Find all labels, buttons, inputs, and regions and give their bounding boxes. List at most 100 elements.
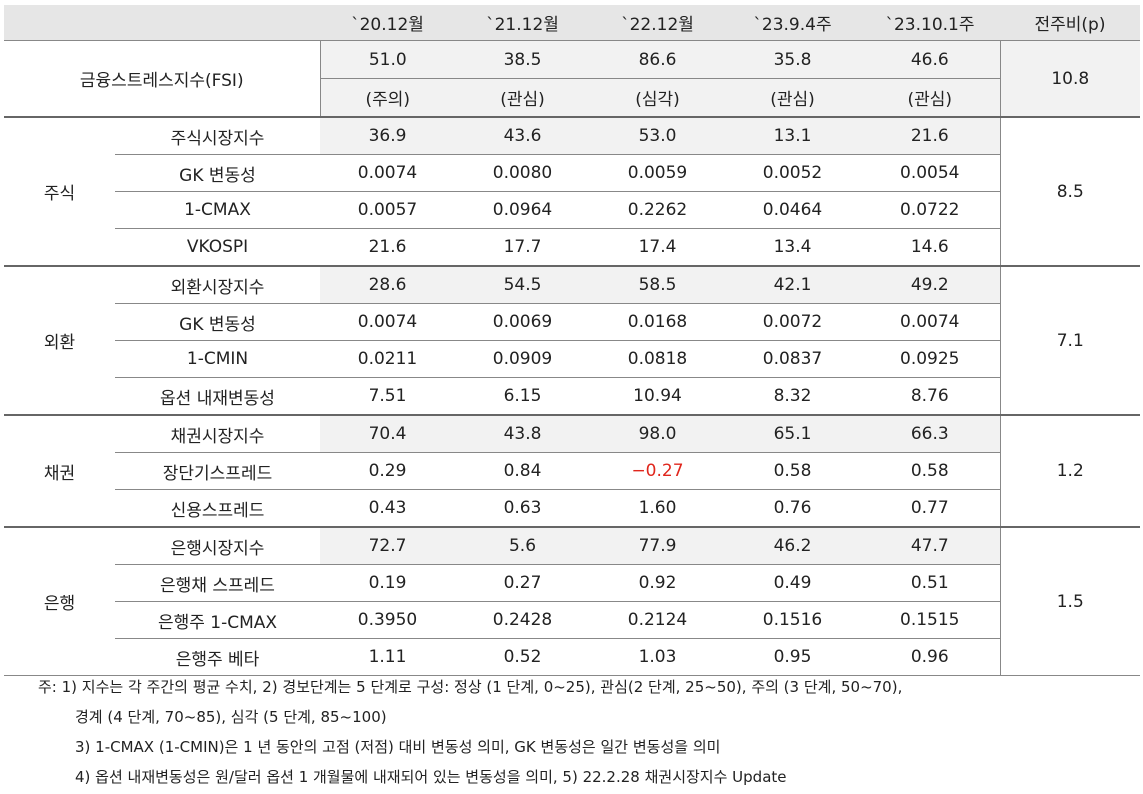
- value-cell: 1.60: [590, 489, 725, 528]
- group-label: 채권: [4, 414, 115, 528]
- value-cell: 54.5: [455, 265, 590, 304]
- value-cell: 0.58: [860, 452, 1000, 490]
- fsi-row: 금융스트레스지수(FSI) 51.0 38.5 86.6 35.8 46.6 10.8: [4, 40, 1140, 118]
- column-header: `20.12월: [320, 5, 455, 41]
- value-cell: −0.27: [590, 452, 725, 490]
- value-cell: 0.0069: [455, 303, 590, 341]
- group-label: 외환: [4, 265, 115, 416]
- value-cell: 13.1: [725, 116, 860, 155]
- value-cell: 0.1516: [725, 601, 860, 639]
- value-cell: 0.0211: [320, 340, 455, 378]
- value-cell: 0.3950: [320, 601, 455, 639]
- value-cell: 1.11: [320, 638, 455, 676]
- value-cell: 14.6: [860, 228, 1000, 267]
- value-cell: 0.0722: [860, 191, 1000, 229]
- table-row: VKOSPI 21.6 17.7 17.4 13.4 14.6: [4, 228, 1140, 267]
- value-cell: 0.1515: [860, 601, 1000, 639]
- group-label: 은행: [4, 526, 115, 676]
- value-cell: 21.6: [860, 116, 1000, 155]
- value-cell: 0.0074: [860, 303, 1000, 341]
- value-cell: 17.7: [455, 228, 590, 267]
- table-row: 옵션 내재변동성 7.51 6.15 10.94 8.32 8.76: [4, 377, 1140, 416]
- row-label: 외환시장지수: [115, 265, 320, 304]
- header-row: `20.12월 `21.12월 `22.12월 `23.9.4주 `23.10.1주 전주…: [4, 5, 1140, 41]
- value-cell: 58.5: [590, 265, 725, 304]
- value-cell: 0.0054: [860, 154, 1000, 192]
- grade-cell: (심각): [590, 78, 725, 118]
- row-label: GK 변동성: [115, 303, 320, 341]
- value-cell: 0.0464: [725, 191, 860, 229]
- grade-cell: (주의): [320, 78, 455, 118]
- column-header: `23.9.4주: [725, 5, 860, 41]
- change-cell: 7.1: [999, 265, 1140, 416]
- table-row: 장단기스프레드 0.29 0.84 −0.27 0.58 0.58: [4, 452, 1140, 490]
- value-cell: 0.92: [590, 564, 725, 602]
- change-cell: 1.2: [999, 414, 1140, 528]
- note-line: 주: 1) 지수는 각 주간의 평균 수치, 2) 경보단계는 5 단계로 구성…: [38, 678, 903, 696]
- note-line: 4) 옵션 내재변동성은 원/달러 옵션 1 개월물에 내재되어 있는 변동성을…: [75, 768, 787, 786]
- table-row: 외환 외환시장지수 28.6 54.5 58.5 42.1 49.2 7.1: [4, 265, 1140, 416]
- value-cell: 8.76: [860, 377, 1000, 416]
- value-cell: 13.4: [725, 228, 860, 267]
- notes: 주: 1) 지수는 각 주간의 평균 수치, 2) 경보단계는 5 단계로 구성…: [38, 672, 902, 792]
- value-cell: 0.95: [725, 638, 860, 676]
- table-row: GK 변동성 0.0074 0.0069 0.0168 0.0072 0.0074: [4, 303, 1140, 341]
- value-cell: 0.77: [860, 489, 1000, 528]
- value-cell: 0.0074: [320, 303, 455, 341]
- row-label: 장단기스프레드: [115, 452, 320, 490]
- value-cell: 21.6: [320, 228, 455, 267]
- row-label: 1-CMIN: [115, 340, 320, 378]
- note-line: 3) 1-CMAX (1-CMIN)은 1 년 동안의 고점 (저점) 대비 변…: [75, 738, 721, 756]
- value-cell: 0.0072: [725, 303, 860, 341]
- value-cell: 46.6: [860, 40, 1000, 79]
- value-cell: 43.8: [455, 414, 590, 453]
- row-label: 옵션 내재변동성: [115, 377, 320, 416]
- value-cell: 0.29: [320, 452, 455, 490]
- value-cell: 0.27: [455, 564, 590, 602]
- value-cell: 8.32: [725, 377, 860, 416]
- grade-cell: (관심): [725, 78, 860, 118]
- row-label: 금융스트레스지수(FSI): [4, 40, 321, 118]
- value-cell: 7.51: [320, 377, 455, 416]
- value-cell: 43.6: [455, 116, 590, 155]
- value-cell: 0.76: [725, 489, 860, 528]
- value-cell: 0.49: [725, 564, 860, 602]
- value-cell: 0.2124: [590, 601, 725, 639]
- column-header: 전주비(p): [1000, 5, 1140, 41]
- column-header: `21.12월: [455, 5, 590, 41]
- table-row: 주식 주식시장지수 36.9 43.6 53.0 13.1 21.6 8.5: [4, 116, 1140, 267]
- row-label: 채권시장지수: [115, 414, 320, 453]
- table-row: 채권 채권시장지수 70.4 43.8 98.0 65.1 66.3 1.2: [4, 414, 1140, 528]
- grade-cell: (관심): [455, 78, 590, 118]
- value-cell: 65.1: [725, 414, 860, 453]
- row-label: 신용스프레드: [115, 489, 320, 528]
- value-cell: 0.2262: [590, 191, 725, 229]
- value-cell: 42.1: [725, 265, 860, 304]
- value-cell: 0.0818: [590, 340, 725, 378]
- row-label: 은행주 베타: [115, 638, 320, 676]
- value-cell: 0.52: [455, 638, 590, 676]
- row-label: GK 변동성: [115, 154, 320, 192]
- value-cell: 0.0909: [455, 340, 590, 378]
- value-cell: 0.58: [725, 452, 860, 490]
- table-row: 은행주 베타 1.11 0.52 1.03 0.95 0.96: [4, 638, 1140, 676]
- row-label: VKOSPI: [115, 228, 320, 267]
- value-cell: 0.0168: [590, 303, 725, 341]
- value-cell: 53.0: [590, 116, 725, 155]
- value-cell: 0.84: [455, 452, 590, 490]
- value-cell: 0.43: [320, 489, 455, 528]
- value-cell: 5.6: [455, 526, 590, 565]
- value-cell: 0.0059: [590, 154, 725, 192]
- value-cell: 38.5: [455, 40, 590, 79]
- row-label: 1-CMAX: [115, 191, 320, 229]
- value-cell: 0.0925: [860, 340, 1000, 378]
- value-cell: 47.7: [860, 526, 1000, 565]
- header-blank: [4, 5, 320, 41]
- value-cell: 35.8: [725, 40, 860, 79]
- table-row: GK 변동성 0.0074 0.0080 0.0059 0.0052 0.0054: [4, 154, 1140, 192]
- row-label: 은행채 스프레드: [115, 564, 320, 602]
- fsi-grade-row: (주의) (관심) (심각) (관심) (관심): [4, 78, 1140, 118]
- value-cell: 0.19: [320, 564, 455, 602]
- value-cell: 0.0964: [455, 191, 590, 229]
